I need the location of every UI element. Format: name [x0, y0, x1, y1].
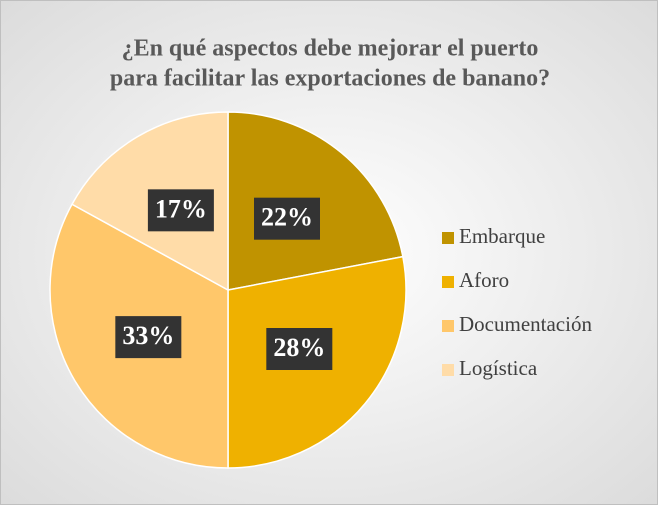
legend-label: Aforo [459, 268, 509, 292]
data-label: 22% [261, 203, 313, 232]
data-label-box [147, 189, 214, 232]
legend-label: Logística [459, 356, 538, 380]
legend-swatch [442, 232, 454, 244]
data-label-box [253, 197, 320, 240]
data-label-box [115, 316, 182, 359]
legend-swatch [442, 276, 454, 288]
chart-title: para facilitar las exportaciones de bana… [110, 66, 550, 92]
chart-title: ¿En qué aspectos debe mejorar el puerto [122, 36, 539, 62]
legend-swatch [442, 320, 454, 332]
data-label: 28% [273, 333, 325, 362]
data-label: 33% [122, 321, 174, 350]
data-label: 17% [155, 194, 207, 223]
legend-swatch [442, 364, 454, 376]
legend-label: Documentación [459, 312, 592, 336]
legend-label: Embarque [459, 224, 545, 248]
data-label-box [266, 327, 333, 370]
